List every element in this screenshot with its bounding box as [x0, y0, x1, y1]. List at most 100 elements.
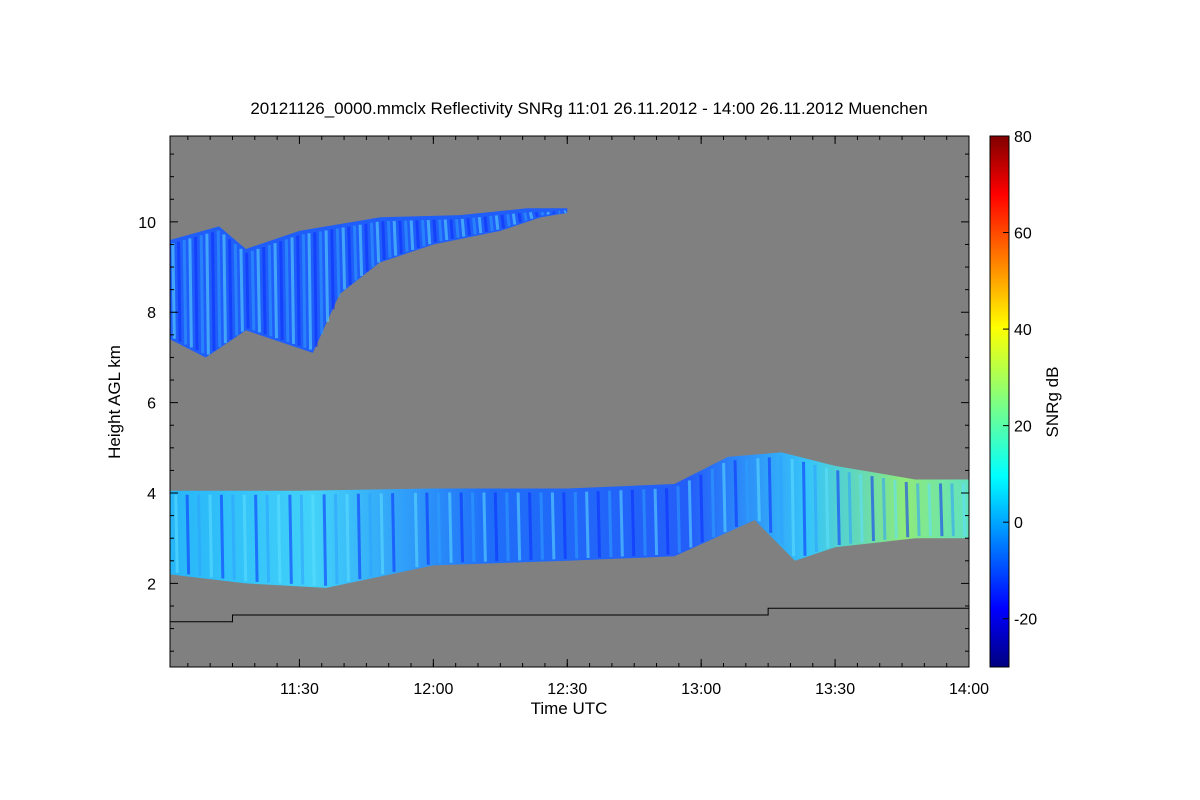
- cloud-streak: [242, 494, 248, 582]
- cloud-streak: [847, 472, 853, 544]
- cloud-streak: [369, 222, 375, 268]
- cloud-streak: [324, 230, 330, 322]
- cloud-streak: [722, 463, 727, 533]
- cloud-streak: [211, 232, 216, 351]
- colorbar-tick-label: 40: [1014, 322, 1032, 339]
- colorbar-tick-label: 0: [1014, 515, 1023, 532]
- cloud-streak: [482, 492, 487, 562]
- cloud-streak: [552, 211, 556, 215]
- cloud-streak: [607, 490, 613, 558]
- cloud-streak: [881, 478, 887, 540]
- cloud-streak: [262, 246, 267, 335]
- cloud-streak: [322, 494, 328, 586]
- cloud-streak: [443, 219, 449, 241]
- cloud-streak: [265, 494, 271, 583]
- cloud-streak: [432, 219, 437, 243]
- cloud-streak: [630, 489, 636, 557]
- cloud-streak: [409, 220, 415, 251]
- cloud-streak: [436, 492, 442, 564]
- cloud-streak: [528, 492, 533, 561]
- cloud-streak: [425, 492, 430, 565]
- cloud-streak: [233, 244, 239, 336]
- cloud-streak: [208, 494, 213, 578]
- cloud-streak: [415, 220, 420, 249]
- y-axis-label: Height AGL km: [105, 345, 124, 459]
- colorbar: -20 0 20 40 60 80: [989, 129, 1037, 668]
- cloud-streak: [744, 459, 750, 522]
- chart-title: 20121126_0000.mmclx Reflectivity SNRg 11…: [250, 99, 927, 118]
- colorbar-tick-label: 60: [1014, 226, 1032, 243]
- cloud-streak: [404, 220, 409, 252]
- cloud-streak: [466, 218, 471, 236]
- cloud-streak: [345, 493, 350, 582]
- cloud-streak: [182, 240, 188, 345]
- cloud-streak: [174, 494, 179, 574]
- cloud-streak: [375, 221, 381, 263]
- cloud-streak: [256, 248, 261, 333]
- y-axis: 2 4 6 8 10: [138, 153, 969, 652]
- cloud-streak: [511, 213, 517, 225]
- cloud-streak: [500, 214, 505, 229]
- cloud-streak: [386, 221, 392, 258]
- y-tick-label: 8: [147, 305, 156, 322]
- cloud-streak: [197, 494, 202, 576]
- cloud-streak: [199, 235, 205, 354]
- cloud-streak: [523, 212, 528, 221]
- cloud-streak: [687, 480, 693, 548]
- boundary-line: [170, 607, 969, 623]
- cloud-streak: [185, 494, 191, 575]
- cloud-streak: [448, 492, 453, 563]
- cloud-streak: [335, 228, 341, 298]
- cloud-streak: [472, 217, 477, 235]
- cloud-streak: [352, 225, 358, 281]
- cloud-streak: [870, 476, 875, 542]
- cloud-streak: [563, 210, 567, 214]
- cloud-streak: [460, 218, 466, 237]
- cloud-streak: [494, 215, 500, 230]
- cloud-streak: [356, 493, 362, 580]
- cloud-streak: [676, 486, 681, 553]
- colorbar-tick-label: -20: [1014, 612, 1037, 629]
- cloud-streak: [296, 235, 301, 346]
- cloud-streak: [381, 221, 386, 260]
- cloud-streak: [368, 493, 373, 577]
- cloud-streak: [413, 492, 419, 568]
- colorbar-gradient: [990, 136, 1009, 667]
- cloud-streak: [301, 234, 307, 348]
- cloud-streak: [276, 494, 282, 584]
- cloud-streak: [449, 219, 454, 240]
- cloud-streak: [938, 483, 944, 537]
- colorbar-tick-label: 80: [1014, 129, 1032, 146]
- cloud-streak: [364, 223, 369, 272]
- cloud-streak: [642, 489, 647, 556]
- cloud-streak: [239, 248, 244, 332]
- cloud-streak: [194, 236, 199, 351]
- cloud-streak: [250, 250, 256, 331]
- colorbar-label: SNRg dB: [1043, 367, 1062, 438]
- cloud-streak: [927, 483, 933, 537]
- x-axis: 11:30 12:00 12:30 13:00 13:30 14:00: [187, 136, 989, 698]
- x-tick-label: 12:30: [547, 681, 587, 698]
- cloud-streak: [205, 233, 210, 355]
- y-tick-label: 2: [147, 576, 156, 593]
- cloud-streak: [284, 239, 290, 343]
- cloud-streak: [893, 479, 898, 539]
- cloud-streak: [177, 241, 182, 342]
- cloud-streak: [459, 492, 465, 563]
- cloud-streak: [307, 233, 313, 350]
- cloud-streak: [801, 461, 807, 556]
- cloud-streak: [596, 491, 602, 558]
- cloud-streak: [756, 458, 761, 522]
- cloud-streak: [311, 494, 316, 586]
- cloud-streak: [299, 494, 305, 585]
- cloud-streak: [288, 494, 293, 584]
- y-tick-label: 6: [147, 396, 156, 413]
- cloud-streak: [619, 490, 624, 557]
- cloud-streak: [379, 493, 385, 575]
- cloud-streak: [426, 219, 432, 245]
- cloud-streak: [438, 219, 443, 242]
- cloud-streak: [493, 492, 499, 562]
- y-tick-label: 10: [138, 215, 156, 232]
- cloud-streak: [171, 243, 176, 339]
- cloud-streak: [219, 494, 225, 579]
